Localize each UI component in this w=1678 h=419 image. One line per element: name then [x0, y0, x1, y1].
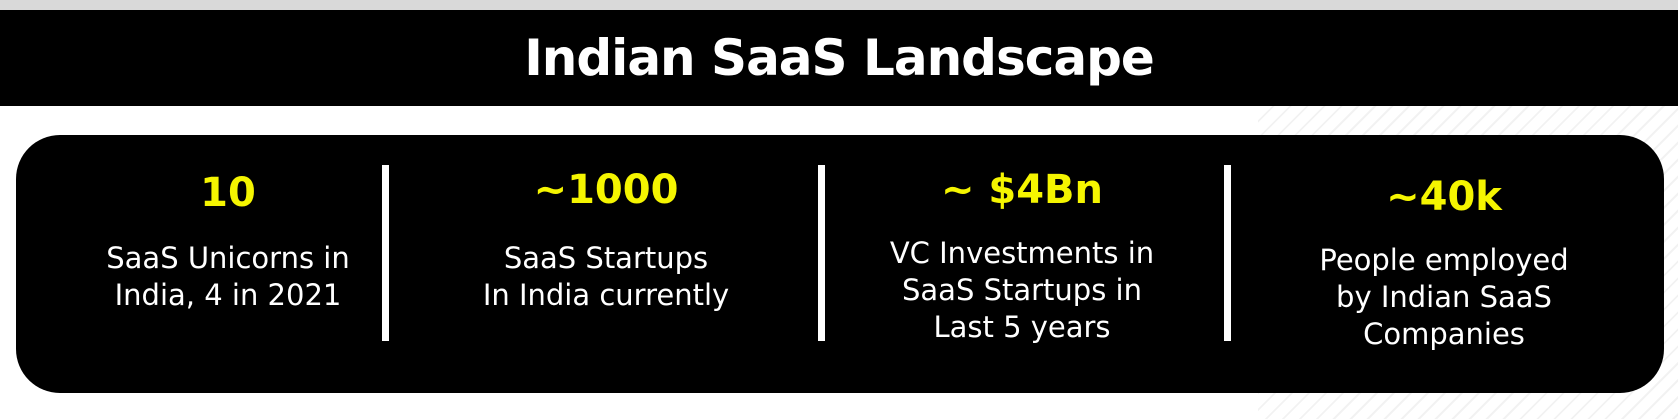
stats-card: 10 SaaS Unicorns in India, 4 in 2021 ~10… — [16, 135, 1664, 393]
stat-divider — [382, 165, 389, 341]
stat-saas-unicorns: 10 SaaS Unicorns in India, 4 in 2021 — [56, 135, 400, 393]
stat-description: People employed by Indian SaaS Companies — [1319, 243, 1569, 351]
stat-value: 10 — [200, 170, 256, 216]
stat-description: VC Investments in SaaS Startups in Last … — [889, 236, 1155, 344]
stat-description: SaaS Startups In India currently — [482, 241, 730, 312]
stat-description: SaaS Unicorns in India, 4 in 2021 — [106, 241, 350, 312]
top-strip — [0, 0, 1678, 10]
stat-divider — [1224, 165, 1231, 341]
stat-value: ~1000 — [533, 167, 679, 213]
stat-people-employed: ~40k People employed by Indian SaaS Comp… — [1264, 135, 1624, 393]
title-bar: Indian SaaS Landscape — [0, 10, 1678, 106]
stat-saas-startups: ~1000 SaaS Startups In India currently — [436, 135, 776, 393]
stat-divider — [818, 165, 825, 341]
stat-value: ~40k — [1386, 174, 1502, 220]
stat-value: ~ $4Bn — [940, 167, 1104, 213]
stat-vc-investments: ~ $4Bn VC Investments in SaaS Startups i… — [852, 135, 1192, 393]
page-title: Indian SaaS Landscape — [524, 29, 1155, 87]
